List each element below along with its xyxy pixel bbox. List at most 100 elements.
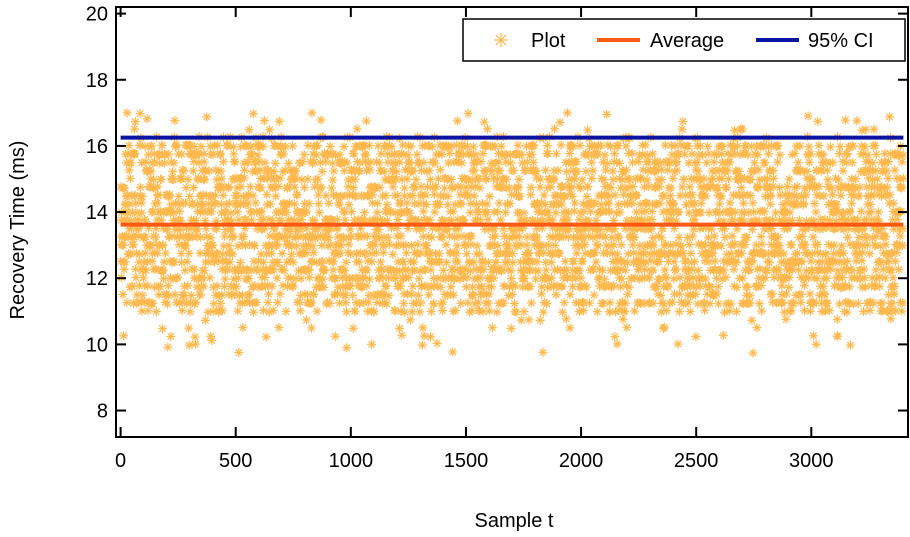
scatter-point: [205, 273, 215, 283]
scatter-point: [804, 157, 814, 167]
y-tick-label: 8: [97, 401, 108, 423]
scatter-point: [835, 299, 845, 309]
scatter-point: [615, 282, 625, 292]
scatter-point: [405, 315, 415, 325]
scatter-point: [421, 200, 431, 210]
scatter-point: [206, 331, 216, 341]
scatter-point: [316, 115, 326, 125]
scatter-point: [196, 142, 206, 152]
scatter-point: [647, 214, 657, 224]
scatter-point: [245, 182, 255, 192]
scatter-point: [854, 191, 864, 201]
scatter-point: [745, 174, 755, 184]
scatter-point: [468, 290, 478, 300]
scatter-point: [691, 289, 701, 299]
scatter-point: [721, 272, 731, 282]
scatter-point: [524, 248, 534, 258]
scatter-point: [556, 140, 566, 150]
scatter-point: [483, 298, 493, 308]
scatter-point: [265, 125, 275, 135]
scatter-point: [696, 207, 706, 217]
scatter-point: [129, 124, 139, 134]
scatter-point: [122, 108, 132, 118]
scatter-point: [266, 248, 276, 258]
scatter-point: [321, 191, 331, 201]
scatter-point: [877, 298, 887, 308]
scatter-point: [397, 330, 407, 340]
scatter-point: [890, 165, 900, 175]
scatter-point: [341, 257, 351, 267]
scatter-point: [424, 290, 434, 300]
scatter-point: [572, 166, 582, 176]
scatter-point: [774, 265, 784, 275]
scatter-point: [288, 282, 298, 292]
scatter-point: [496, 141, 506, 151]
scatter-point: [584, 298, 594, 308]
scatter-point: [549, 175, 559, 185]
scatter-point: [191, 297, 201, 307]
scatter-point: [163, 281, 173, 291]
scatter-point: [754, 299, 764, 309]
scatter-point: [898, 173, 908, 183]
scatter-point: [248, 191, 258, 201]
scatter-point: [184, 248, 194, 258]
scatter-point: [473, 206, 483, 216]
scatter-point: [149, 157, 159, 167]
y-tick-label: 20: [86, 4, 108, 26]
scatter-point: [419, 158, 429, 168]
scatter-point: [504, 241, 514, 251]
scatter-point: [648, 298, 658, 308]
scatter-point: [233, 306, 243, 316]
scatter-point: [295, 297, 305, 307]
scatter-point: [180, 266, 190, 276]
scatter-point: [159, 158, 169, 168]
scatter-point: [619, 190, 629, 200]
scatter-point: [495, 166, 505, 176]
scatter-point: [188, 183, 198, 193]
scatter-point: [671, 264, 681, 274]
scatter-point: [535, 315, 545, 325]
scatter-point: [838, 273, 848, 283]
scatter-point: [251, 198, 261, 208]
scatter-point: [767, 289, 777, 299]
scatter-point: [865, 306, 875, 316]
scatter-point: [577, 175, 587, 185]
scatter-point: [832, 199, 842, 209]
scatter-point: [165, 190, 175, 200]
scatter-point: [517, 149, 527, 159]
legend-label-plot: Plot: [531, 30, 566, 52]
scatter-point: [659, 322, 669, 332]
scatter-point: [708, 248, 718, 258]
scatter-point: [427, 142, 437, 152]
scatter-point: [619, 166, 629, 176]
scatter-point: [838, 166, 848, 176]
scatter-point: [376, 257, 386, 267]
scatter-point: [260, 158, 270, 168]
scatter-point: [465, 266, 475, 276]
scatter-point: [513, 183, 523, 193]
scatter-point: [796, 297, 806, 307]
scatter-point: [426, 307, 436, 317]
scatter-point: [683, 141, 693, 151]
scatter-point: [268, 305, 278, 315]
scatter-point: [321, 157, 331, 167]
scatter-point: [668, 198, 678, 208]
scatter-point: [256, 182, 266, 192]
scatter-point: [801, 190, 811, 200]
scatter-point: [716, 191, 726, 201]
scatter-point: [640, 265, 650, 275]
scatter-point: [253, 150, 263, 160]
scatter-point: [623, 289, 633, 299]
scatter-point: [373, 198, 383, 208]
scatter-point: [501, 174, 511, 184]
scatter-point: [273, 298, 283, 308]
scatter-point: [861, 124, 871, 134]
scatter-point: [248, 307, 258, 317]
scatter-point: [302, 206, 312, 216]
scatter-point: [417, 340, 427, 350]
scatter-point: [687, 149, 697, 159]
x-tick-label: 2500: [674, 450, 719, 472]
scatter-point: [581, 167, 591, 177]
scatter-point: [313, 190, 323, 200]
scatter-point: [825, 142, 835, 152]
